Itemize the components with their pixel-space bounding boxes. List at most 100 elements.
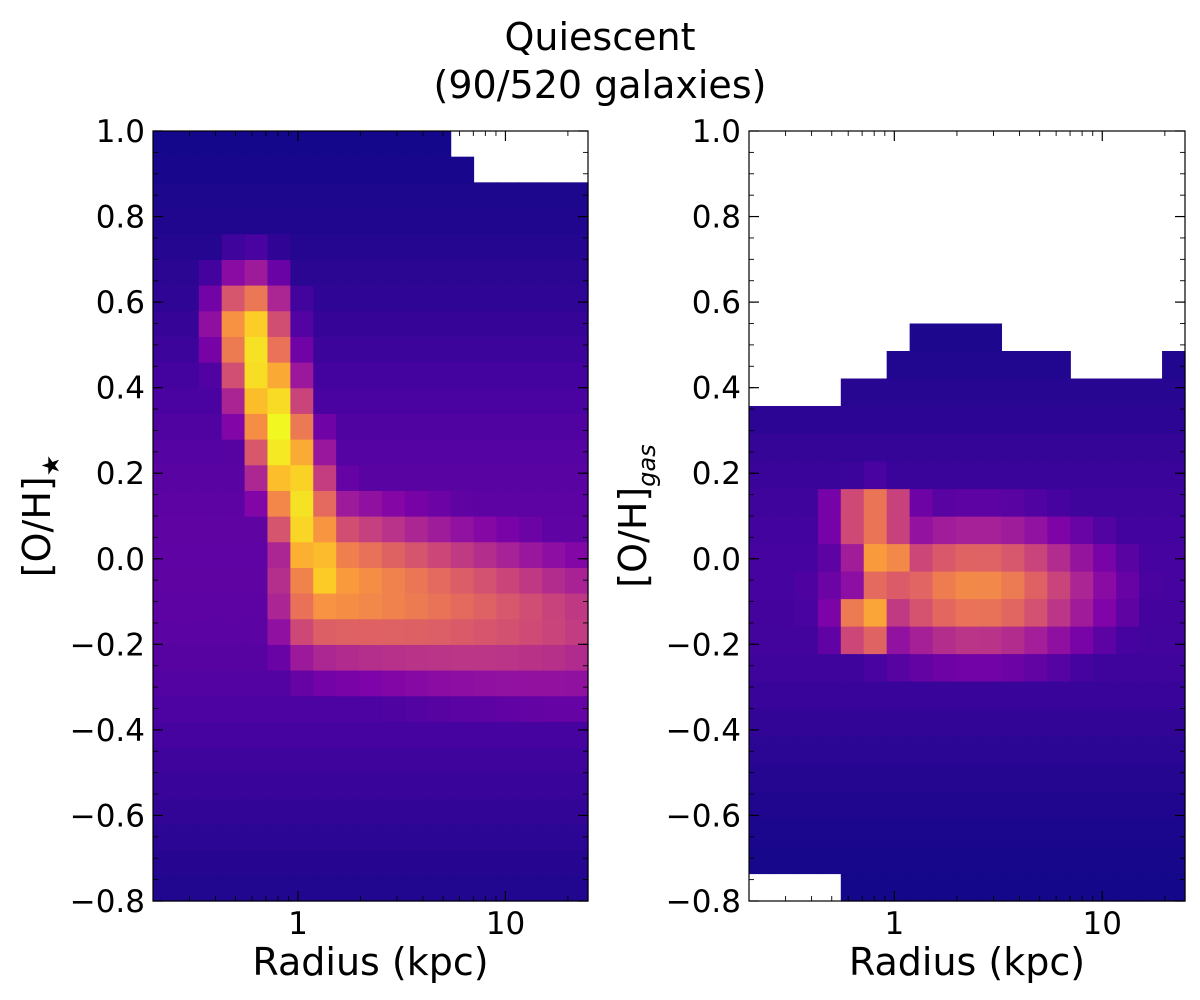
heatmap-cell — [381, 285, 406, 312]
heatmap-cell — [221, 798, 246, 825]
heatmap-cell — [1162, 351, 1186, 380]
heatmap-cell — [886, 378, 911, 407]
heatmap-cell — [1024, 461, 1048, 490]
heatmap-cell — [1047, 516, 1071, 545]
heatmap-cell — [749, 626, 773, 655]
heatmap-cell — [198, 156, 223, 183]
heatmap-cell — [1139, 598, 1163, 627]
heatmap-cell — [267, 618, 291, 645]
heatmap-cell — [1024, 846, 1048, 875]
heatmap-cell — [221, 490, 246, 517]
heatmap-cell — [267, 464, 291, 491]
heatmap-cell — [450, 567, 475, 594]
heatmap-cell — [909, 846, 934, 875]
heatmap-cell — [794, 791, 819, 820]
heatmap-cell — [336, 208, 360, 235]
heatmap-cell — [359, 439, 383, 466]
heatmap-cell — [290, 439, 314, 466]
heatmap-cell — [519, 233, 543, 260]
heatmap-cell — [771, 406, 796, 435]
heatmap-cell — [313, 849, 337, 876]
heatmap-cell — [932, 516, 957, 545]
heatmap-cell — [565, 233, 589, 260]
heatmap-cell — [381, 516, 406, 543]
heatmap-cell — [313, 259, 337, 286]
heatmap-cell — [381, 233, 406, 260]
heatmap-cell — [519, 182, 543, 209]
heatmap-cell — [267, 490, 291, 517]
heatmap-cell — [1070, 488, 1094, 517]
heatmap-cell — [1070, 818, 1094, 847]
heatmap-cell — [198, 387, 223, 414]
heatmap-cell — [542, 593, 566, 620]
heatmap-cell — [313, 798, 337, 825]
heatmap-cell — [221, 387, 246, 414]
heatmap-cell — [290, 824, 314, 851]
heatmap-cell — [221, 233, 246, 260]
heatmap-cell — [381, 644, 406, 671]
heatmap-cell — [1047, 378, 1071, 407]
heatmap-cell — [794, 736, 819, 765]
figure-title-line2: (90/520 galaxies) — [433, 63, 767, 107]
heatmap-cell — [267, 721, 291, 748]
heatmap-cell — [1047, 818, 1071, 847]
y-tick-label: 1.0 — [96, 114, 145, 150]
heatmap-cell — [381, 772, 406, 799]
heatmap-cell — [267, 593, 291, 620]
heatmap-cell — [749, 791, 773, 820]
heatmap-cell — [1139, 708, 1163, 737]
y-tick-label: 0.6 — [96, 285, 145, 321]
heatmap-cell — [909, 433, 934, 462]
heatmap-cell — [336, 798, 360, 825]
heatmap-cell — [381, 567, 406, 594]
heatmap-cell — [1093, 626, 1117, 655]
heatmap-cell — [427, 156, 452, 183]
heatmap-cell — [221, 439, 246, 466]
heatmap-cell — [932, 571, 957, 600]
x-tick-label: 1 — [288, 906, 308, 942]
heatmap-cell — [244, 593, 269, 620]
heatmap-cell — [381, 824, 406, 851]
heatmap-cell — [198, 670, 223, 697]
heatmap-cell — [450, 541, 475, 568]
heatmap-cell — [1116, 598, 1140, 627]
heatmap-cell — [221, 567, 246, 594]
heatmap-cell — [175, 875, 200, 902]
heatmap-cell — [175, 156, 200, 183]
heatmap-cell — [404, 721, 429, 748]
heatmap-cell — [519, 516, 543, 543]
heatmap-cell — [909, 653, 934, 682]
heatmap-cell — [519, 310, 543, 337]
heatmap-cell — [542, 310, 566, 337]
heatmap-cell — [473, 336, 498, 363]
heatmap-cell — [244, 618, 269, 645]
heatmap-cell — [794, 681, 819, 710]
heatmap-cell — [244, 875, 269, 902]
heatmap-cell — [771, 461, 796, 490]
heatmap-cell — [450, 516, 475, 543]
heatmap-cell — [267, 670, 291, 697]
heatmap-cell — [749, 763, 773, 792]
y-tick-label: −0.2 — [70, 627, 145, 663]
heatmap-cell — [244, 464, 269, 491]
panel-1: −0.8 −0.6 −0.4 −0.2 0.0 0.2 0.4 0.6 0.8 1.0 1 10Rad… — [15, 114, 589, 984]
heatmap-cell — [290, 747, 314, 774]
heatmap-cell — [175, 413, 200, 440]
heatmap-cell — [153, 208, 177, 235]
heatmap-cell — [817, 653, 842, 682]
heatmap-cell — [336, 618, 360, 645]
heatmap-cell — [565, 670, 589, 697]
heatmap-cell — [290, 849, 314, 876]
heatmap-cell — [749, 653, 773, 682]
heatmap-cell — [450, 849, 475, 876]
heatmap-cell — [794, 846, 819, 875]
heatmap-cell — [1093, 516, 1117, 545]
heatmap-cell — [1001, 461, 1025, 490]
heatmap-cell — [909, 323, 934, 352]
heatmap-cell — [978, 626, 1003, 655]
heatmap-cell — [519, 336, 543, 363]
heatmap-cell — [381, 336, 406, 363]
heatmap-cell — [381, 362, 406, 389]
heatmap-cell — [749, 818, 773, 847]
heatmap-cell — [175, 772, 200, 799]
